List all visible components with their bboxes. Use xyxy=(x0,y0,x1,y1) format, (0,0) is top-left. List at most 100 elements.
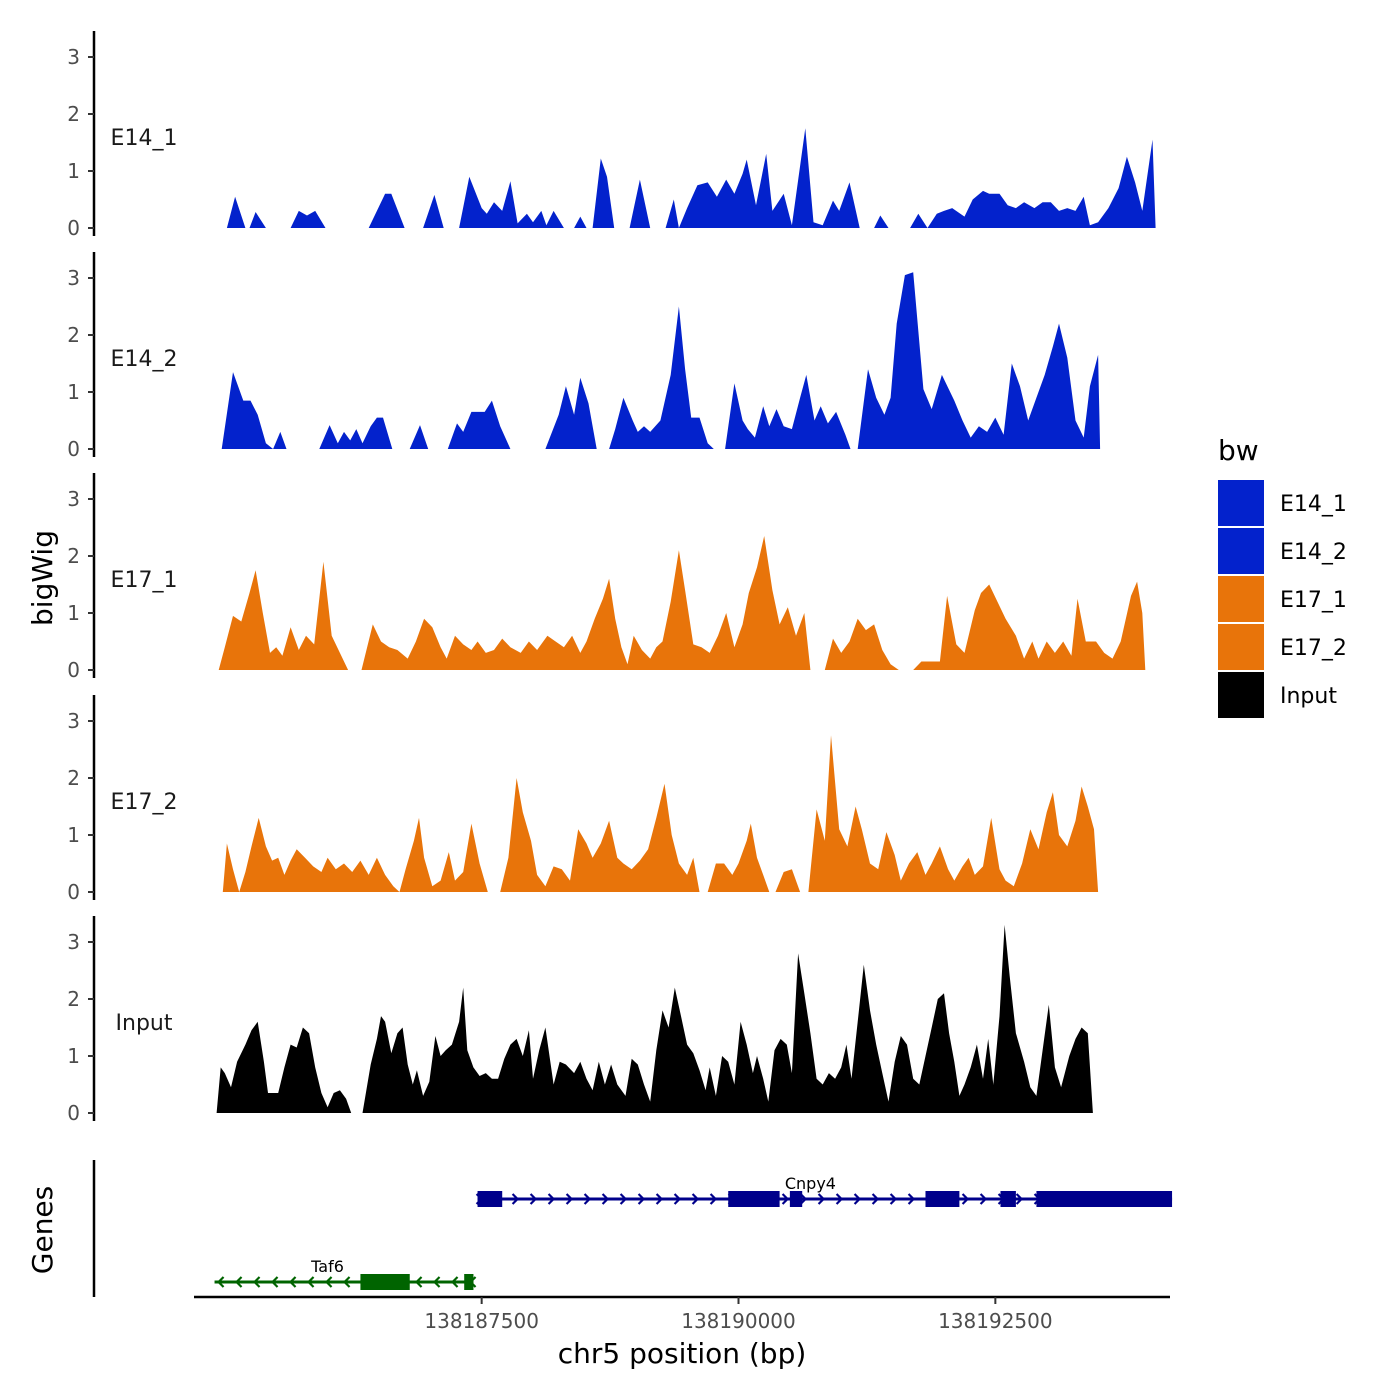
panel-label-E14_2: E14_2 xyxy=(111,347,178,372)
legend-label-E14_1: E14_1 xyxy=(1280,492,1347,517)
y-tick-label-E17_2-1: 1 xyxy=(67,823,80,847)
y-tick-label-E17_1-1: 1 xyxy=(67,601,80,625)
y-tick-label-Input-0: 0 xyxy=(67,1101,80,1125)
strand-chevron-Cnpy4-7 xyxy=(601,1193,610,1205)
strand-chevron-Cnpy4-9 xyxy=(637,1193,646,1205)
strand-chevron-Taf6-7 xyxy=(342,1276,351,1288)
y-axis-title: bigWig xyxy=(26,530,59,626)
strand-chevron-Cnpy4-23 xyxy=(889,1193,898,1205)
y-tick-label-E14_1-1: 1 xyxy=(67,159,80,183)
exon-Cnpy4-3 xyxy=(925,1191,960,1207)
area-E17_1-segment-0 xyxy=(218,536,1146,670)
track-E14_1: 0 1 2 3 E14_1 xyxy=(67,31,1156,240)
strand-chevron-Cnpy4-22 xyxy=(871,1193,880,1205)
y-tick-label-E14_1-0: 0 xyxy=(67,216,80,240)
genes-panel: Cnpy4 Taf6 xyxy=(92,1160,1173,1297)
strand-chevron-Cnpy4-18 xyxy=(799,1193,808,1205)
strand-chevron-Cnpy4-21 xyxy=(853,1193,862,1205)
track-Input: 0 1 2 3 Input xyxy=(67,916,1093,1125)
strand-chevron-Cnpy4-27 xyxy=(961,1193,970,1205)
strand-chevron-Taf6-12 xyxy=(432,1276,441,1288)
strand-chevron-Taf6-3 xyxy=(270,1276,279,1288)
exon-Taf6-0 xyxy=(360,1274,410,1290)
exon-Cnpy4-1 xyxy=(728,1191,780,1207)
track-E17_1: 0 1 2 3 E17_1 xyxy=(67,473,1146,682)
y-tick-label-Input-1: 1 xyxy=(67,1044,80,1068)
area-E17_2-segment-0 xyxy=(222,735,1099,892)
legend-swatch-E17_1 xyxy=(1218,576,1264,622)
panel-label-E14_1: E14_1 xyxy=(111,126,178,151)
exon-Cnpy4-0 xyxy=(477,1191,503,1207)
gene-Taf6: Taf6 xyxy=(214,1257,477,1290)
strand-chevron-Taf6-6 xyxy=(324,1276,333,1288)
legend-swatch-E14_1 xyxy=(1218,480,1264,526)
exon-Taf6-1 xyxy=(464,1274,474,1290)
y-tick-label-E17_1-0: 0 xyxy=(67,658,80,682)
y-tick-label-E14_2-3: 3 xyxy=(67,266,80,290)
legend-label-E14_2: E14_2 xyxy=(1280,540,1347,565)
strand-chevron-Taf6-2 xyxy=(252,1276,261,1288)
strand-chevron-Cnpy4-3 xyxy=(529,1193,538,1205)
strand-chevron-Cnpy4-19 xyxy=(817,1193,826,1205)
y-tick-label-E14_1-3: 3 xyxy=(67,45,80,69)
exon-Cnpy4-2 xyxy=(789,1191,803,1207)
area-E14_1-segment-0 xyxy=(226,196,266,228)
y-tick-label-Input-3: 3 xyxy=(67,930,80,954)
panel-label-E17_2: E17_2 xyxy=(111,790,178,815)
legend-swatch-E14_2 xyxy=(1218,528,1264,574)
legend-title: bw xyxy=(1218,434,1259,467)
panel-label-E17_1: E17_1 xyxy=(111,568,178,593)
x-axis-title: chr5 position (bp) xyxy=(558,1337,807,1370)
x-tick-label-138192500: 138192500 xyxy=(938,1309,1053,1333)
strand-chevron-Cnpy4-5 xyxy=(565,1193,574,1205)
area-E14_1-segment-2 xyxy=(368,128,1156,228)
y-tick-label-E14_1-2: 2 xyxy=(67,102,80,126)
strand-chevron-Taf6-0 xyxy=(216,1276,225,1288)
gene-Cnpy4: Cnpy4 xyxy=(475,1174,1173,1207)
x-tick-label-138187500: 138187500 xyxy=(424,1309,539,1333)
y-tick-label-Input-2: 2 xyxy=(67,987,80,1011)
area-E14_1-segment-1 xyxy=(290,210,326,228)
strand-chevron-Cnpy4-11 xyxy=(673,1193,682,1205)
strand-chevron-Cnpy4-8 xyxy=(619,1193,628,1205)
strand-chevron-Cnpy4-13 xyxy=(709,1193,718,1205)
strand-chevron-Cnpy4-2 xyxy=(511,1193,520,1205)
y-tick-label-E17_1-3: 3 xyxy=(67,487,80,511)
panel-label-Input: Input xyxy=(116,1011,173,1036)
legend: bw E14_1 E14_2 E17_1 E17_2 Input xyxy=(1218,434,1347,718)
strand-chevron-Cnpy4-17 xyxy=(781,1193,790,1205)
legend-label-E17_1: E17_1 xyxy=(1280,588,1347,613)
strand-chevron-Cnpy4-30 xyxy=(1015,1193,1024,1205)
area-E14_2-segment-0 xyxy=(221,272,1101,449)
strand-chevron-Taf6-4 xyxy=(288,1276,297,1288)
track-E14_2: 0 1 2 3 E14_2 xyxy=(67,252,1101,461)
x-axis: 138187500 138190000 138192500 xyxy=(194,1295,1170,1333)
legend-swatch-E17_2 xyxy=(1218,624,1264,670)
legend-swatch-Input xyxy=(1218,672,1264,718)
gene-label-Taf6: Taf6 xyxy=(310,1257,344,1276)
legend-label-Input: Input xyxy=(1280,684,1337,709)
exon-Cnpy4-5 xyxy=(1036,1191,1173,1207)
strand-chevron-Cnpy4-10 xyxy=(655,1193,664,1205)
y-tick-label-E14_2-1: 1 xyxy=(67,380,80,404)
x-tick-label-138190000: 138190000 xyxy=(681,1309,796,1333)
strand-chevron-Taf6-1 xyxy=(234,1276,243,1288)
y-tick-label-E14_2-2: 2 xyxy=(67,323,80,347)
y-tick-label-E17_2-0: 0 xyxy=(67,880,80,904)
exon-Cnpy4-4 xyxy=(1000,1191,1016,1207)
strand-chevron-Cnpy4-4 xyxy=(547,1193,556,1205)
y-tick-label-E17_1-2: 2 xyxy=(67,544,80,568)
y-tick-label-E17_2-3: 3 xyxy=(67,709,80,733)
strand-chevron-Cnpy4-24 xyxy=(907,1193,916,1205)
track-E17_2: 0 1 2 3 E17_2 xyxy=(67,695,1099,904)
legend-label-E17_2: E17_2 xyxy=(1280,636,1347,661)
strand-chevron-Taf6-13 xyxy=(450,1276,459,1288)
y-tick-label-E17_2-2: 2 xyxy=(67,766,80,790)
genes-axis-title: Genes xyxy=(26,1186,59,1274)
strand-chevron-Taf6-5 xyxy=(306,1276,315,1288)
strand-chevron-Cnpy4-20 xyxy=(835,1193,844,1205)
strand-chevron-Taf6-11 xyxy=(414,1276,423,1288)
y-tick-label-E14_2-0: 0 xyxy=(67,437,80,461)
strand-chevron-Cnpy4-28 xyxy=(979,1193,988,1205)
